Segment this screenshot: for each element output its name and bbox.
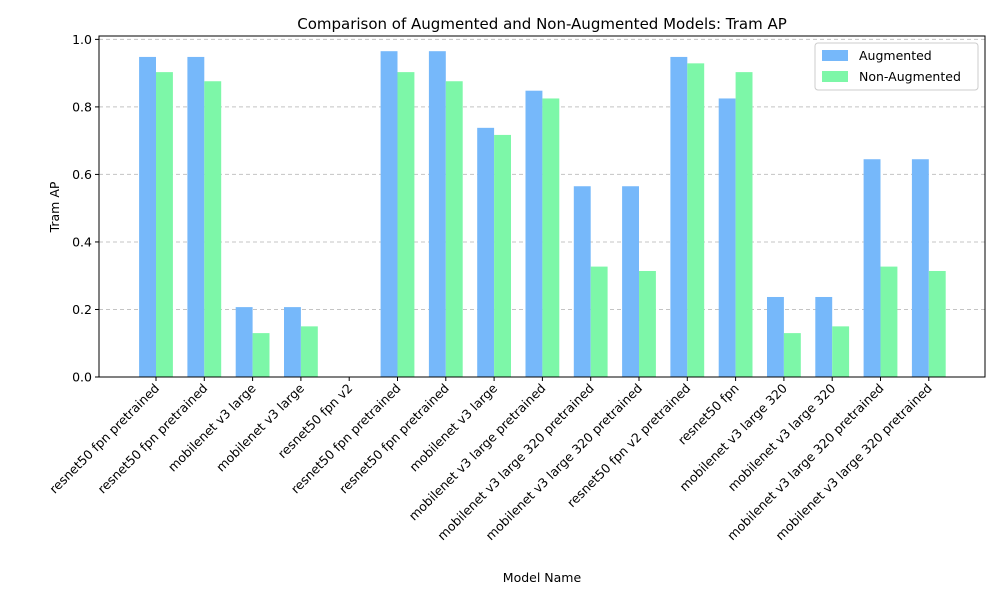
bar-non-augmented [639, 270, 656, 377]
bar-non-augmented [300, 326, 318, 377]
y-tick-label: 0.6 [72, 167, 92, 182]
x-tick-label: mobilenet v3 large [165, 380, 259, 474]
bar-non-augmented [735, 72, 753, 378]
x-tick-label: mobilenet v3 large [213, 380, 307, 474]
bar-augmented [573, 186, 591, 377]
bar-augmented [911, 159, 929, 377]
bar-non-augmented [204, 81, 222, 378]
bar-non-augmented [832, 326, 850, 377]
bar-augmented [380, 51, 398, 378]
bar-augmented [428, 51, 446, 378]
legend-swatch-non-augmented [822, 71, 848, 82]
bar-augmented [525, 90, 543, 377]
bar-augmented [477, 127, 495, 377]
bar-non-augmented [880, 266, 898, 377]
y-tick-label: 1.0 [72, 32, 92, 47]
bar-non-augmented [156, 72, 173, 378]
bar-non-augmented [542, 98, 560, 378]
bar-non-augmented [590, 266, 608, 377]
legend-swatch-augmented [822, 50, 848, 61]
bar-augmented [815, 296, 833, 377]
y-tick-label: 0.0 [72, 370, 92, 385]
y-tick-label: 0.8 [72, 99, 92, 114]
chart-title: Comparison of Augmented and Non-Augmente… [297, 15, 787, 33]
legend-label-non-augmented: Non-Augmented [859, 69, 961, 84]
legend-label-augmented: Augmented [859, 48, 932, 63]
bar-non-augmented [397, 72, 415, 378]
bar-augmented [863, 159, 881, 377]
bar-non-augmented [252, 333, 270, 377]
y-axis-title: Tram AP [47, 181, 62, 233]
bar-augmented [622, 186, 639, 377]
bars [139, 51, 946, 378]
bar-augmented [718, 98, 736, 378]
bar-non-augmented [687, 63, 705, 377]
bar-non-augmented [445, 81, 463, 378]
bar-augmented [767, 296, 784, 377]
bar-augmented [235, 307, 253, 377]
bar-non-augmented [928, 270, 946, 377]
legend-box [814, 42, 979, 91]
bar-augmented [670, 56, 688, 377]
y-tick-label: 0.4 [72, 234, 92, 249]
bar-augmented [187, 56, 205, 377]
bar-augmented [284, 307, 301, 377]
y-axis: 0.0 0.2 0.4 0.6 0.8 1.0 [72, 32, 99, 385]
bar-non-augmented [783, 333, 801, 377]
x-tick-label: mobilenet v3 large [406, 380, 500, 474]
legend: Augmented Non-Augmented [814, 42, 979, 91]
x-axis-title: Model Name [503, 570, 582, 585]
bar-augmented [139, 56, 156, 377]
bar-non-augmented [494, 134, 511, 377]
y-tick-label: 0.2 [72, 302, 92, 317]
